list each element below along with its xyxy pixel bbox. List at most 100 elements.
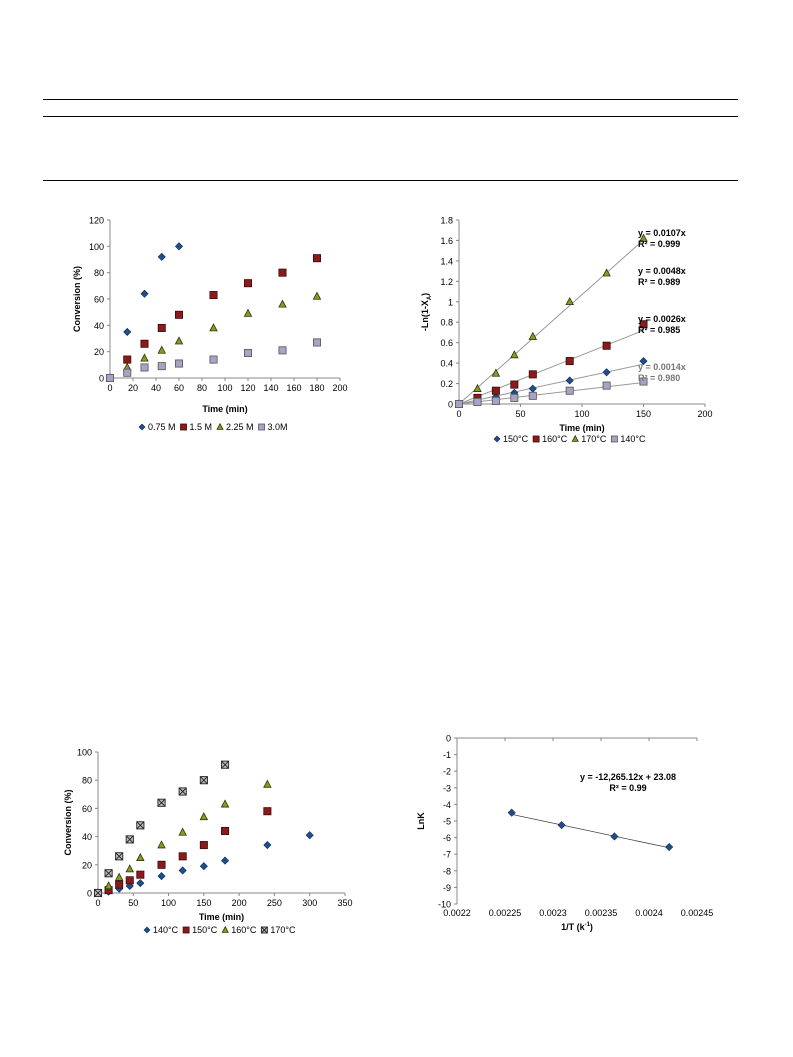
- top-rule: [43, 99, 738, 100]
- data-point: [639, 320, 648, 329]
- x-tick-label: 0.00235: [585, 908, 618, 918]
- trendline-equation: y = 0.0026x: [638, 314, 686, 324]
- data-point: [178, 787, 187, 796]
- y-axis-title: Conversion (%): [63, 789, 73, 855]
- legend-marker: [138, 423, 146, 431]
- legend-label: 140°C: [153, 925, 179, 935]
- x-tick-label: 0.00245: [681, 908, 714, 918]
- y-tick-label: -5: [443, 817, 451, 827]
- data-point: [157, 872, 166, 881]
- trendline: [511, 814, 670, 849]
- data-point: [528, 370, 537, 379]
- legend-marker: [221, 925, 229, 933]
- data-point: [220, 799, 230, 808]
- y-tick-label: 40: [82, 832, 92, 842]
- x-axis-title: Time (min): [559, 423, 604, 433]
- data-point: [104, 869, 113, 878]
- marker-cross: [261, 926, 268, 934]
- data-point: [157, 345, 167, 354]
- data-point: [263, 807, 272, 816]
- legend-label: 170°C: [270, 925, 296, 935]
- legend-label: 150°C: [192, 925, 218, 935]
- data-point: [157, 362, 166, 371]
- data-point: [565, 357, 574, 366]
- marker-cross: [125, 835, 134, 844]
- data-point: [125, 864, 135, 873]
- y-tick-label: -3: [443, 783, 451, 793]
- trendline-equation: y = 0.0014x: [638, 362, 686, 372]
- data-point: [278, 299, 287, 308]
- series-2: [105, 291, 322, 382]
- legend-label: 150°C: [503, 434, 529, 444]
- data-point: [491, 396, 500, 405]
- data-point: [243, 348, 252, 357]
- data-point: [199, 841, 208, 850]
- y-tick-label: 100: [77, 748, 92, 758]
- data-point: [157, 840, 166, 849]
- y-tick-label: -6: [443, 833, 451, 843]
- data-point: [209, 323, 218, 332]
- data-point: [157, 860, 166, 869]
- y-tick-label: -9: [443, 883, 451, 893]
- legend-label: 160°C: [231, 925, 257, 935]
- series-3: [455, 377, 648, 408]
- y-tick-label: 20: [94, 347, 104, 357]
- data-point: [565, 376, 574, 385]
- data-point: [510, 380, 519, 389]
- trendline: [458, 239, 644, 405]
- marker-cross: [136, 821, 145, 830]
- legend-marker: [216, 422, 224, 430]
- trendline: [458, 382, 644, 405]
- trendline-equation: R² = 0.999: [638, 239, 680, 249]
- data-point: [528, 384, 537, 393]
- y-axis-title-text: Conversion (%): [63, 789, 73, 855]
- x-tick-label: 180: [309, 383, 324, 393]
- data-point: [140, 339, 149, 348]
- y-tick-label: 1.4: [440, 256, 453, 266]
- x-tick-label: 350: [337, 898, 352, 908]
- y-tick-label: -10: [438, 900, 451, 910]
- series-1: [94, 807, 272, 897]
- marker-cross: [178, 787, 187, 796]
- y-axis-title-sub: A: [427, 295, 433, 300]
- data-point: [528, 391, 537, 400]
- data-point: [221, 826, 230, 835]
- y-tick-label: 40: [94, 321, 104, 331]
- data-point: [136, 870, 145, 879]
- data-point: [199, 862, 208, 871]
- y-tick-label: -4: [443, 800, 451, 810]
- data-point: [220, 760, 230, 769]
- data-point: [565, 296, 574, 306]
- x-axis-title-sup: -1: [585, 922, 591, 928]
- x-tick-label: 140: [263, 383, 278, 393]
- data-point: [305, 831, 314, 840]
- data-point: [123, 368, 132, 377]
- conversion-vs-time-concentration-chart: 0 20 40 60 80 100 120 0 20 40 60 80 100 120 140 160 180 2…: [72, 216, 348, 433]
- x-tick-label: 150: [636, 409, 651, 419]
- y-tick-label: 0.2: [440, 379, 453, 389]
- trendline-equation: R² = 0.989: [638, 277, 680, 287]
- y-tick-label: 80: [82, 776, 92, 786]
- x-tick-label: 40: [151, 383, 161, 393]
- x-axis-title: Time (min): [202, 404, 247, 414]
- y-axis-title-text: -Ln(1-X: [420, 300, 430, 331]
- x-tick-label: 50: [128, 898, 138, 908]
- legend-marker: [180, 423, 187, 431]
- legend-marker: [258, 423, 265, 431]
- marker-cross: [157, 798, 166, 807]
- bottom-rule: [43, 180, 738, 181]
- data-point: [312, 291, 322, 300]
- data-point: [175, 310, 184, 319]
- x-tick-label: 0: [456, 409, 461, 419]
- data-point: [157, 798, 166, 807]
- y-tick-label: 1.8: [440, 216, 453, 226]
- marker-cross: [199, 776, 208, 785]
- data-point: [602, 268, 611, 277]
- trendline-equation: y = 0.0048x: [638, 266, 686, 276]
- y-tick-label: 20: [82, 860, 92, 870]
- legend-marker: [532, 435, 540, 443]
- y-axis-title: LnK: [416, 812, 426, 830]
- data-point: [528, 331, 538, 340]
- data-point: [312, 338, 321, 347]
- series-1: [455, 320, 648, 408]
